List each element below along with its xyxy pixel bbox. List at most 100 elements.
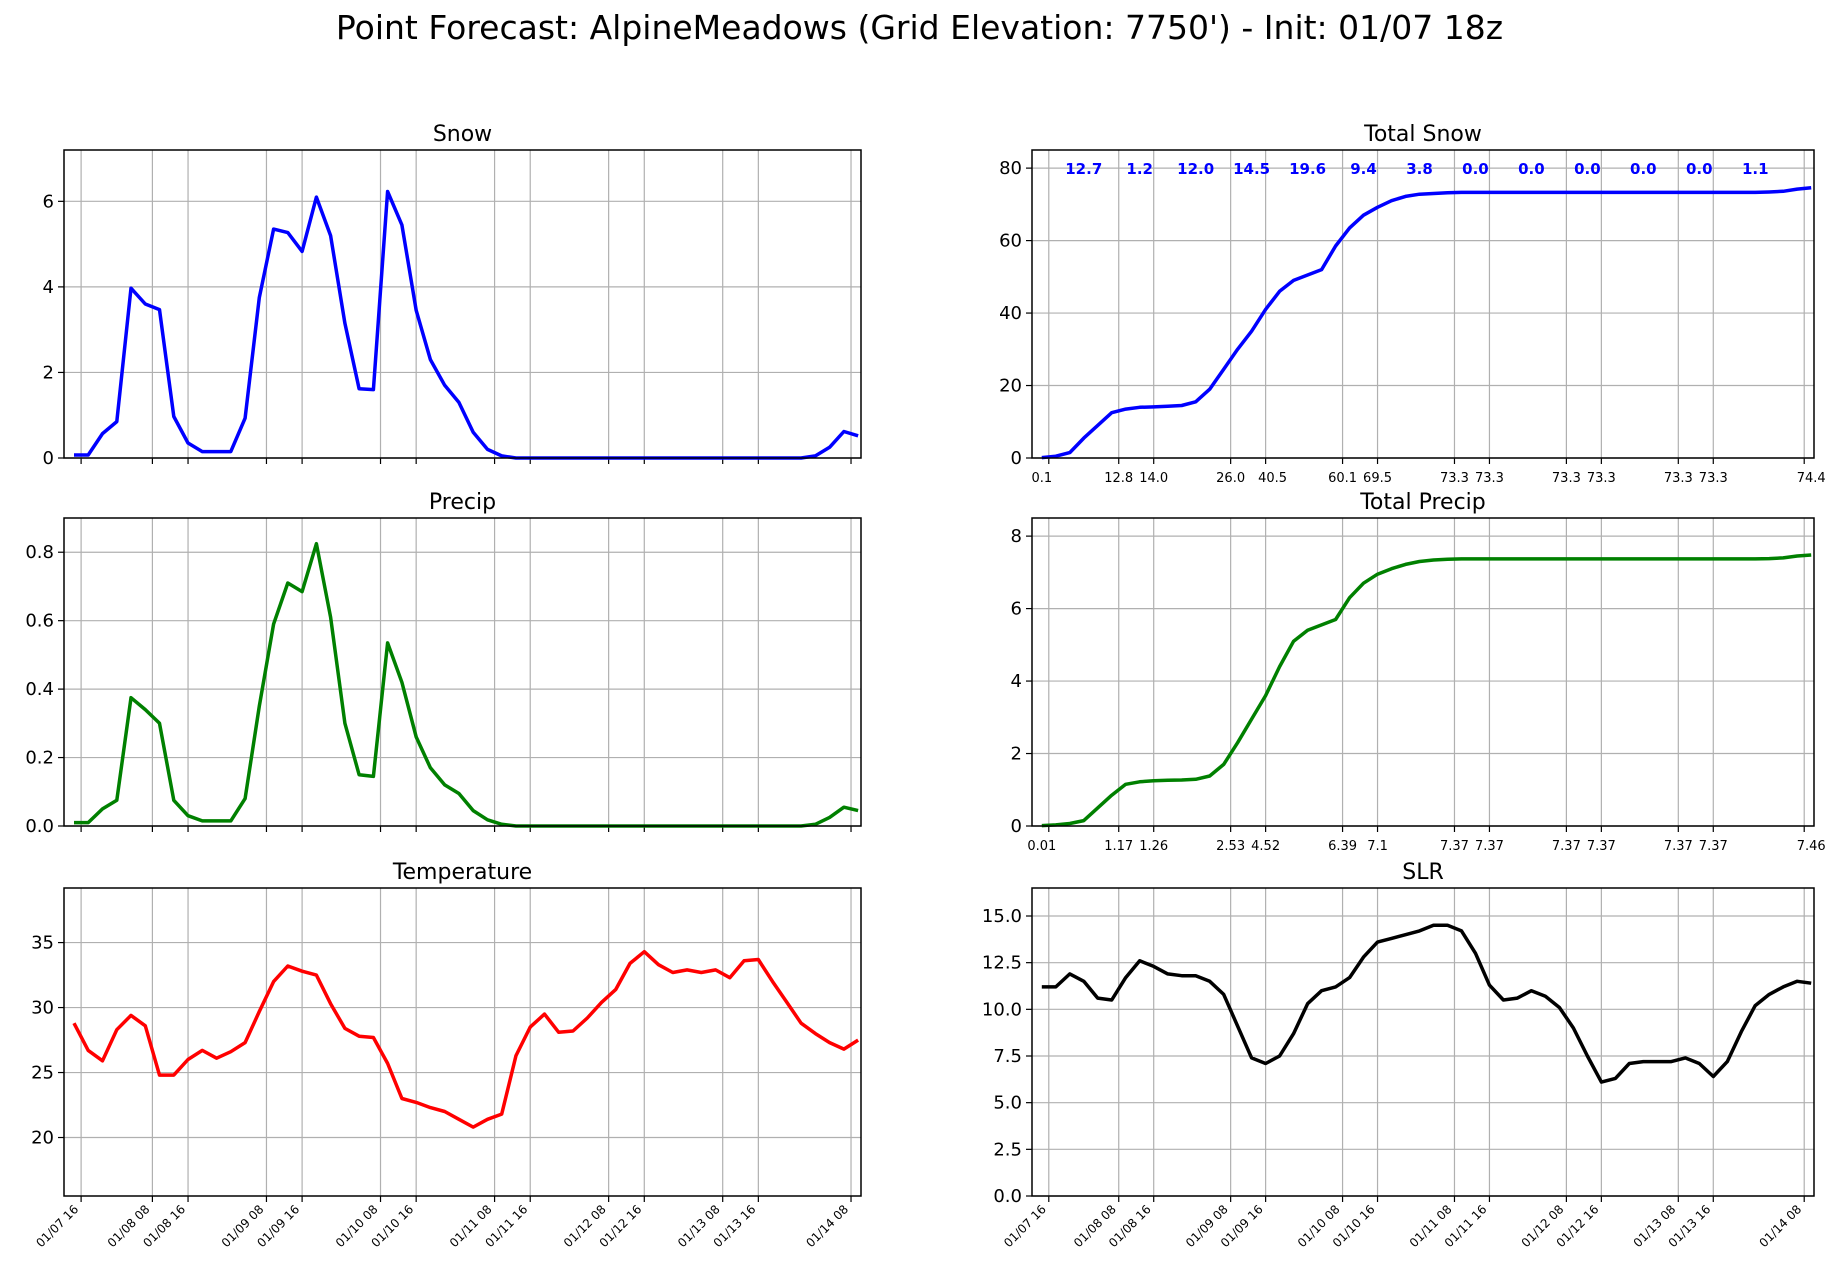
cumulative-label: 73.3 xyxy=(1587,471,1616,486)
y-tick-label: 7.5 xyxy=(993,1046,1022,1067)
cumulative-label: 1.17 xyxy=(1104,839,1133,854)
period-total-label: 14.5 xyxy=(1233,160,1270,178)
cumulative-label: 0.01 xyxy=(1027,839,1056,854)
axes-frame xyxy=(63,517,862,827)
y-tick-label: 4 xyxy=(43,277,54,298)
period-total-label: 0.0 xyxy=(1518,160,1545,178)
chart-title: Precip xyxy=(429,490,496,515)
period-total-label: 0.0 xyxy=(1462,160,1489,178)
total-snow-series-line xyxy=(1041,185,1812,460)
cumulative-label: 69.5 xyxy=(1363,471,1392,486)
y-tick-label: 25 xyxy=(31,1063,54,1084)
y-tick-label: 60 xyxy=(999,231,1022,252)
axes-frame xyxy=(63,149,862,459)
total-precip-series-line xyxy=(1041,553,1812,828)
y-tick-label: 0.4 xyxy=(25,679,54,700)
y-tick-label: 0.0 xyxy=(25,816,54,837)
snow-panel: Snow 0 2 4 6 xyxy=(43,122,862,469)
cumulative-label: 73.3 xyxy=(1552,471,1581,486)
y-tick-label: 0 xyxy=(1011,816,1022,837)
y-tick-label: 40 xyxy=(999,303,1022,324)
y-tick-label: 20 xyxy=(31,1128,54,1149)
total-precip-panel: Total Precip 0 2 4 6 8 0.01 1.17 1.26 2.53 4.52 6.3… xyxy=(1011,490,1826,854)
y-tick-label: 8 xyxy=(1011,526,1022,547)
period-total-label: 9.4 xyxy=(1350,160,1377,178)
cumulative-label: 0.1 xyxy=(1031,471,1052,486)
period-total-label: 12.7 xyxy=(1065,160,1102,178)
cumulative-label: 73.3 xyxy=(1475,471,1504,486)
x-tick-label: 01/07 16 xyxy=(33,1202,81,1250)
cumulative-label: 74.4 xyxy=(1797,471,1826,486)
cumulative-label: 7.37 xyxy=(1699,839,1728,854)
y-tick-label: 15.0 xyxy=(982,906,1022,927)
y-tick-label: 0 xyxy=(1011,448,1022,469)
cumulative-label: 7.37 xyxy=(1664,839,1693,854)
y-tick-label: 10.0 xyxy=(982,999,1022,1020)
cumulative-label: 7.37 xyxy=(1587,839,1616,854)
cumulative-label: 60.1 xyxy=(1328,471,1357,486)
y-tick-label: 4 xyxy=(1011,671,1022,692)
y-tick-label: 5.0 xyxy=(993,1093,1022,1114)
axes-frame xyxy=(1031,517,1815,827)
cumulative-label: 1.26 xyxy=(1139,839,1168,854)
y-tick-label: 0 xyxy=(43,448,54,469)
y-tick-label: 35 xyxy=(31,933,54,954)
period-total-label: 1.1 xyxy=(1742,160,1769,178)
y-tick-label: 6 xyxy=(1011,599,1022,620)
period-total-label: 0.0 xyxy=(1574,160,1601,178)
axes-frame xyxy=(1031,887,1815,1197)
chart-title: Total Snow xyxy=(1363,122,1482,147)
chart-title: SLR xyxy=(1402,860,1444,885)
cumulative-label: 6.39 xyxy=(1328,839,1357,854)
chart-title: Total Precip xyxy=(1359,490,1486,515)
y-tick-label: 0.6 xyxy=(25,611,54,632)
y-tick-label: 0.0 xyxy=(993,1186,1022,1207)
x-tick-label: 01/07 16 xyxy=(1001,1202,1049,1250)
y-tick-label: 80 xyxy=(999,158,1022,179)
y-tick-label: 2.5 xyxy=(993,1139,1022,1160)
cumulative-label: 12.8 xyxy=(1104,471,1133,486)
period-total-label: 3.8 xyxy=(1406,160,1433,178)
precip-panel: Precip 0.0 0.2 0.4 0.6 0.8 xyxy=(25,490,862,837)
axes-frame xyxy=(63,887,862,1197)
x-tick-label: 01/14 08 xyxy=(803,1202,851,1250)
cumulative-label: 4.52 xyxy=(1251,839,1280,854)
slr-series-line xyxy=(1041,923,1812,1084)
x-tick-label: 01/14 08 xyxy=(1756,1202,1804,1250)
chart-title: Snow xyxy=(433,122,492,147)
temperature-series-line xyxy=(72,949,860,1129)
period-total-label: 19.6 xyxy=(1289,160,1326,178)
cumulative-label: 7.37 xyxy=(1475,839,1504,854)
cumulative-label: 7.46 xyxy=(1797,839,1826,854)
chart-title: Temperature xyxy=(392,860,532,885)
cumulative-label: 2.53 xyxy=(1216,839,1245,854)
axes-frame xyxy=(1031,149,1815,459)
cumulative-label: 14.0 xyxy=(1139,471,1168,486)
cumulative-label: 73.3 xyxy=(1440,471,1469,486)
y-tick-label: 30 xyxy=(31,998,54,1019)
y-tick-label: 12.5 xyxy=(982,953,1022,974)
y-tick-label: 2 xyxy=(1011,744,1022,765)
cumulative-label: 73.3 xyxy=(1699,471,1728,486)
cumulative-label: 7.37 xyxy=(1440,839,1469,854)
cumulative-label: 7.37 xyxy=(1552,839,1581,854)
y-tick-label: 6 xyxy=(43,191,54,212)
period-total-label: 0.0 xyxy=(1686,160,1713,178)
precip-series-line xyxy=(74,541,859,828)
y-tick-label: 20 xyxy=(999,376,1022,397)
period-total-label: 0.0 xyxy=(1630,160,1657,178)
y-tick-label: 0.2 xyxy=(25,748,54,769)
snow-series-line xyxy=(74,189,859,460)
period-total-label: 1.2 xyxy=(1126,160,1153,178)
cumulative-label: 7.1 xyxy=(1367,839,1388,854)
period-total-label: 12.0 xyxy=(1177,160,1214,178)
y-tick-label: 0.8 xyxy=(25,542,54,563)
cumulative-label: 40.5 xyxy=(1258,471,1287,486)
y-tick-label: 2 xyxy=(43,362,54,383)
cumulative-label: 73.3 xyxy=(1664,471,1693,486)
cumulative-label: 26.0 xyxy=(1216,471,1245,486)
figure-title: Point Forecast: AlpineMeadows (Grid Elev… xyxy=(335,8,1504,47)
total-snow-panel: Total Snow 0 20 40 60 80 12.7 1.2 12.0 14.5 19.6 9.… xyxy=(999,122,1826,486)
